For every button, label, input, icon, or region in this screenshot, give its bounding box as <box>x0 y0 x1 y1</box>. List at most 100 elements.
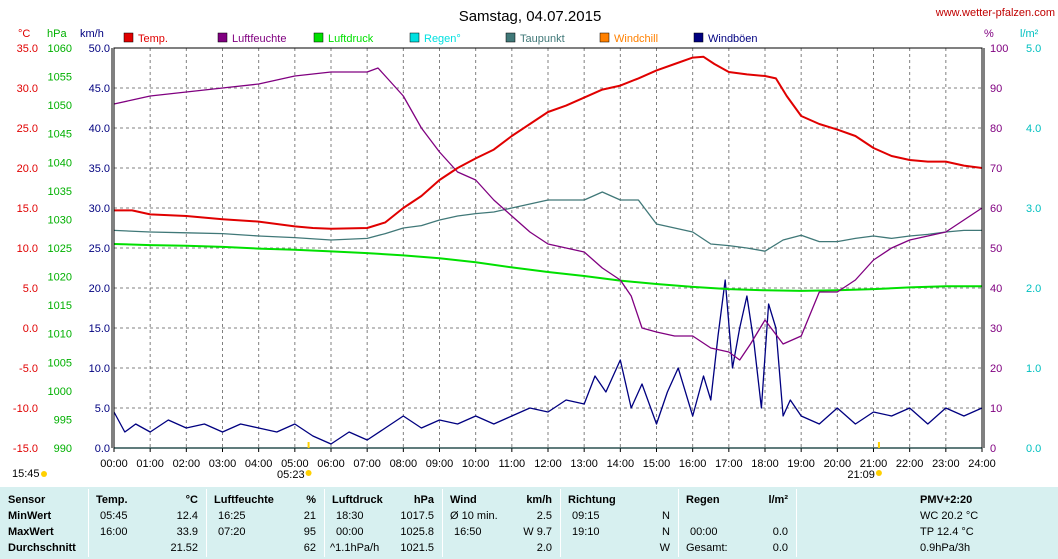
humidity-tick-label: 50 <box>990 243 1002 255</box>
humidity-tick-label: 30 <box>990 323 1002 335</box>
pressure-tick-label: 1060 <box>48 43 72 55</box>
x-tick-label: 16:00 <box>679 458 707 470</box>
legend-swatch <box>693 32 704 43</box>
stats-press-unit: hPa <box>413 494 434 506</box>
wind-tick-label: 40.0 <box>89 123 110 135</box>
stats-wind-avg-value: 2.0 <box>536 542 552 554</box>
site-url: www.wetter-pfalzen.com <box>935 7 1055 19</box>
x-tick-label: 10:00 <box>462 458 490 470</box>
pressure-tick-label: 1045 <box>48 129 72 141</box>
x-tick-label: 15:00 <box>643 458 671 470</box>
stats-max-label: MaxWert <box>8 526 54 538</box>
sunset-label: 21:09 <box>847 469 875 481</box>
rain-tick-label: 0.0 <box>1026 443 1041 455</box>
x-tick-label: 09:00 <box>426 458 454 470</box>
series-temp-line <box>114 55 983 230</box>
stats-hum-header: Luftfeuchte <box>214 494 274 506</box>
stats-press-max-time: 00:00 <box>336 526 364 538</box>
stats-dir-max-value: N <box>662 526 670 538</box>
unit-pressure: hPa <box>47 28 67 40</box>
x-tick-label: 00:00 <box>100 458 128 470</box>
unit-temp: °C <box>18 28 30 40</box>
humidity-tick-label: 90 <box>990 83 1002 95</box>
legend-swatch <box>505 32 516 43</box>
stats-temp-unit: °C <box>185 494 198 506</box>
wind-tick-label: 35.0 <box>89 163 110 175</box>
stats-press-avg-value: 1021.5 <box>400 542 434 554</box>
temp-tick-label: 20.0 <box>17 163 38 175</box>
legend-label: Windchill <box>614 33 658 45</box>
stats-wind-max-value: W 9.7 <box>523 526 552 538</box>
stats-hum-min-value: 21 <box>303 510 316 522</box>
legend-label: Temp. <box>138 33 168 45</box>
series-luftdruck-line <box>113 243 982 292</box>
temp-tick-label: -15.0 <box>13 443 38 455</box>
x-tick-label: 06:00 <box>317 458 345 470</box>
stats-hum-unit: % <box>306 494 316 506</box>
chart-title: Samstag, 04.07.2015 <box>459 8 602 25</box>
stats-press-min-value: 1017.5 <box>400 510 434 522</box>
stats-press-header: Luftdruck <box>332 494 383 506</box>
x-tick-label: 13:00 <box>570 458 598 470</box>
stats-rain-header: Regen <box>686 494 720 506</box>
x-tick-label: 08:00 <box>390 458 418 470</box>
pressure-tick-label: 1040 <box>48 157 72 169</box>
x-tick-label: 14:00 <box>607 458 635 470</box>
stats-press-max-value: 1025.8 <box>400 526 434 538</box>
stats-hum-max-time: 07:20 <box>218 526 246 538</box>
stats-dir-avg-value: W <box>659 542 670 554</box>
legend: Temp. Luftfeuchte Luftdruck Regen° Taupunkt W… <box>123 32 758 45</box>
stats-avg-label: Durchschnitt <box>8 542 76 554</box>
stats-pmv-windchill: WC 20.2 °C <box>920 510 979 522</box>
stats-temp-min-value: 12.4 <box>176 510 198 522</box>
stats-dir-max-time: 19:10 <box>572 526 600 538</box>
humidity-tick-label: 20 <box>990 363 1002 375</box>
rain-axis: 5.0 4.0 3.0 2.0 1.0 0.0 <box>1026 43 1041 455</box>
stats-sensor-header: Sensor <box>8 494 46 506</box>
stats-dir-min-value: N <box>662 510 670 522</box>
temp-axis: 35.0 30.0 25.0 20.0 15.0 10.0 5.0 0.0 -5.0 -10.0 -… <box>13 43 38 455</box>
sun-markers: 05:23 21:09 <box>277 442 882 481</box>
legend-swatch <box>123 32 134 43</box>
stats-dir-min-time: 09:15 <box>572 510 600 522</box>
stats-rain-total-value: 0.0 <box>772 542 788 554</box>
pressure-tick-label: 1025 <box>48 243 72 255</box>
temp-tick-label: -10.0 <box>13 403 38 415</box>
time-left: 15:45 <box>12 468 40 480</box>
temp-tick-label: 35.0 <box>17 43 38 55</box>
stats-pmv-header: PMV+2:20 <box>920 494 973 506</box>
stats-temp-max-value: 33.9 <box>176 526 198 538</box>
series-taupunkt-line <box>113 191 982 252</box>
temp-tick-label: 25.0 <box>17 123 38 135</box>
plot-frame <box>113 47 983 449</box>
stats-wind-header: Wind <box>450 494 477 506</box>
legend-swatch <box>409 32 420 43</box>
pressure-tick-label: 1050 <box>48 100 72 112</box>
pressure-tick-label: 1000 <box>48 386 72 398</box>
legend-label: Luftfeuchte <box>232 33 286 45</box>
pressure-axis: 1060 1055 1050 1045 1040 1035 1030 1025 1020 1015… <box>48 43 72 455</box>
stats-temp-max-time: 16:00 <box>100 526 128 538</box>
legend-swatch <box>313 32 324 43</box>
stats-min-label: MinWert <box>8 510 52 522</box>
stats-temp-avg-value: 21.52 <box>170 542 198 554</box>
legend-swatch <box>217 32 228 43</box>
stats-temp-min-time: 05:45 <box>100 510 128 522</box>
x-tick-label: 05:00 <box>281 458 309 470</box>
temp-tick-label: 0.0 <box>23 323 38 335</box>
x-tick-label: 23:00 <box>932 458 960 470</box>
pressure-tick-label: 1055 <box>48 72 72 84</box>
sunrise-label: 05:23 <box>277 469 305 481</box>
x-tick-label: 20:00 <box>824 458 852 470</box>
stats-press-min-time: 18:30 <box>336 510 364 522</box>
pressure-tick-label: 990 <box>54 443 72 455</box>
x-tick-label: 07:00 <box>353 458 381 470</box>
wind-axis: 50.0 45.0 40.0 35.0 30.0 25.0 20.0 15.0 10.0 5.0 0… <box>89 43 110 455</box>
x-tick-label: 18:00 <box>751 458 779 470</box>
unit-rain: l/m² <box>1020 28 1039 40</box>
x-tick-label: 01:00 <box>136 458 164 470</box>
temp-tick-label: -5.0 <box>19 363 38 375</box>
humidity-tick-label: 100 <box>990 43 1008 55</box>
stats-press-trend: ^1.1hPa/h <box>330 542 380 554</box>
wind-tick-label: 50.0 <box>89 43 110 55</box>
